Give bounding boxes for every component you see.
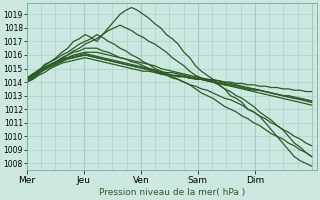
X-axis label: Pression niveau de la mer( hPa ): Pression niveau de la mer( hPa ) <box>99 188 245 197</box>
